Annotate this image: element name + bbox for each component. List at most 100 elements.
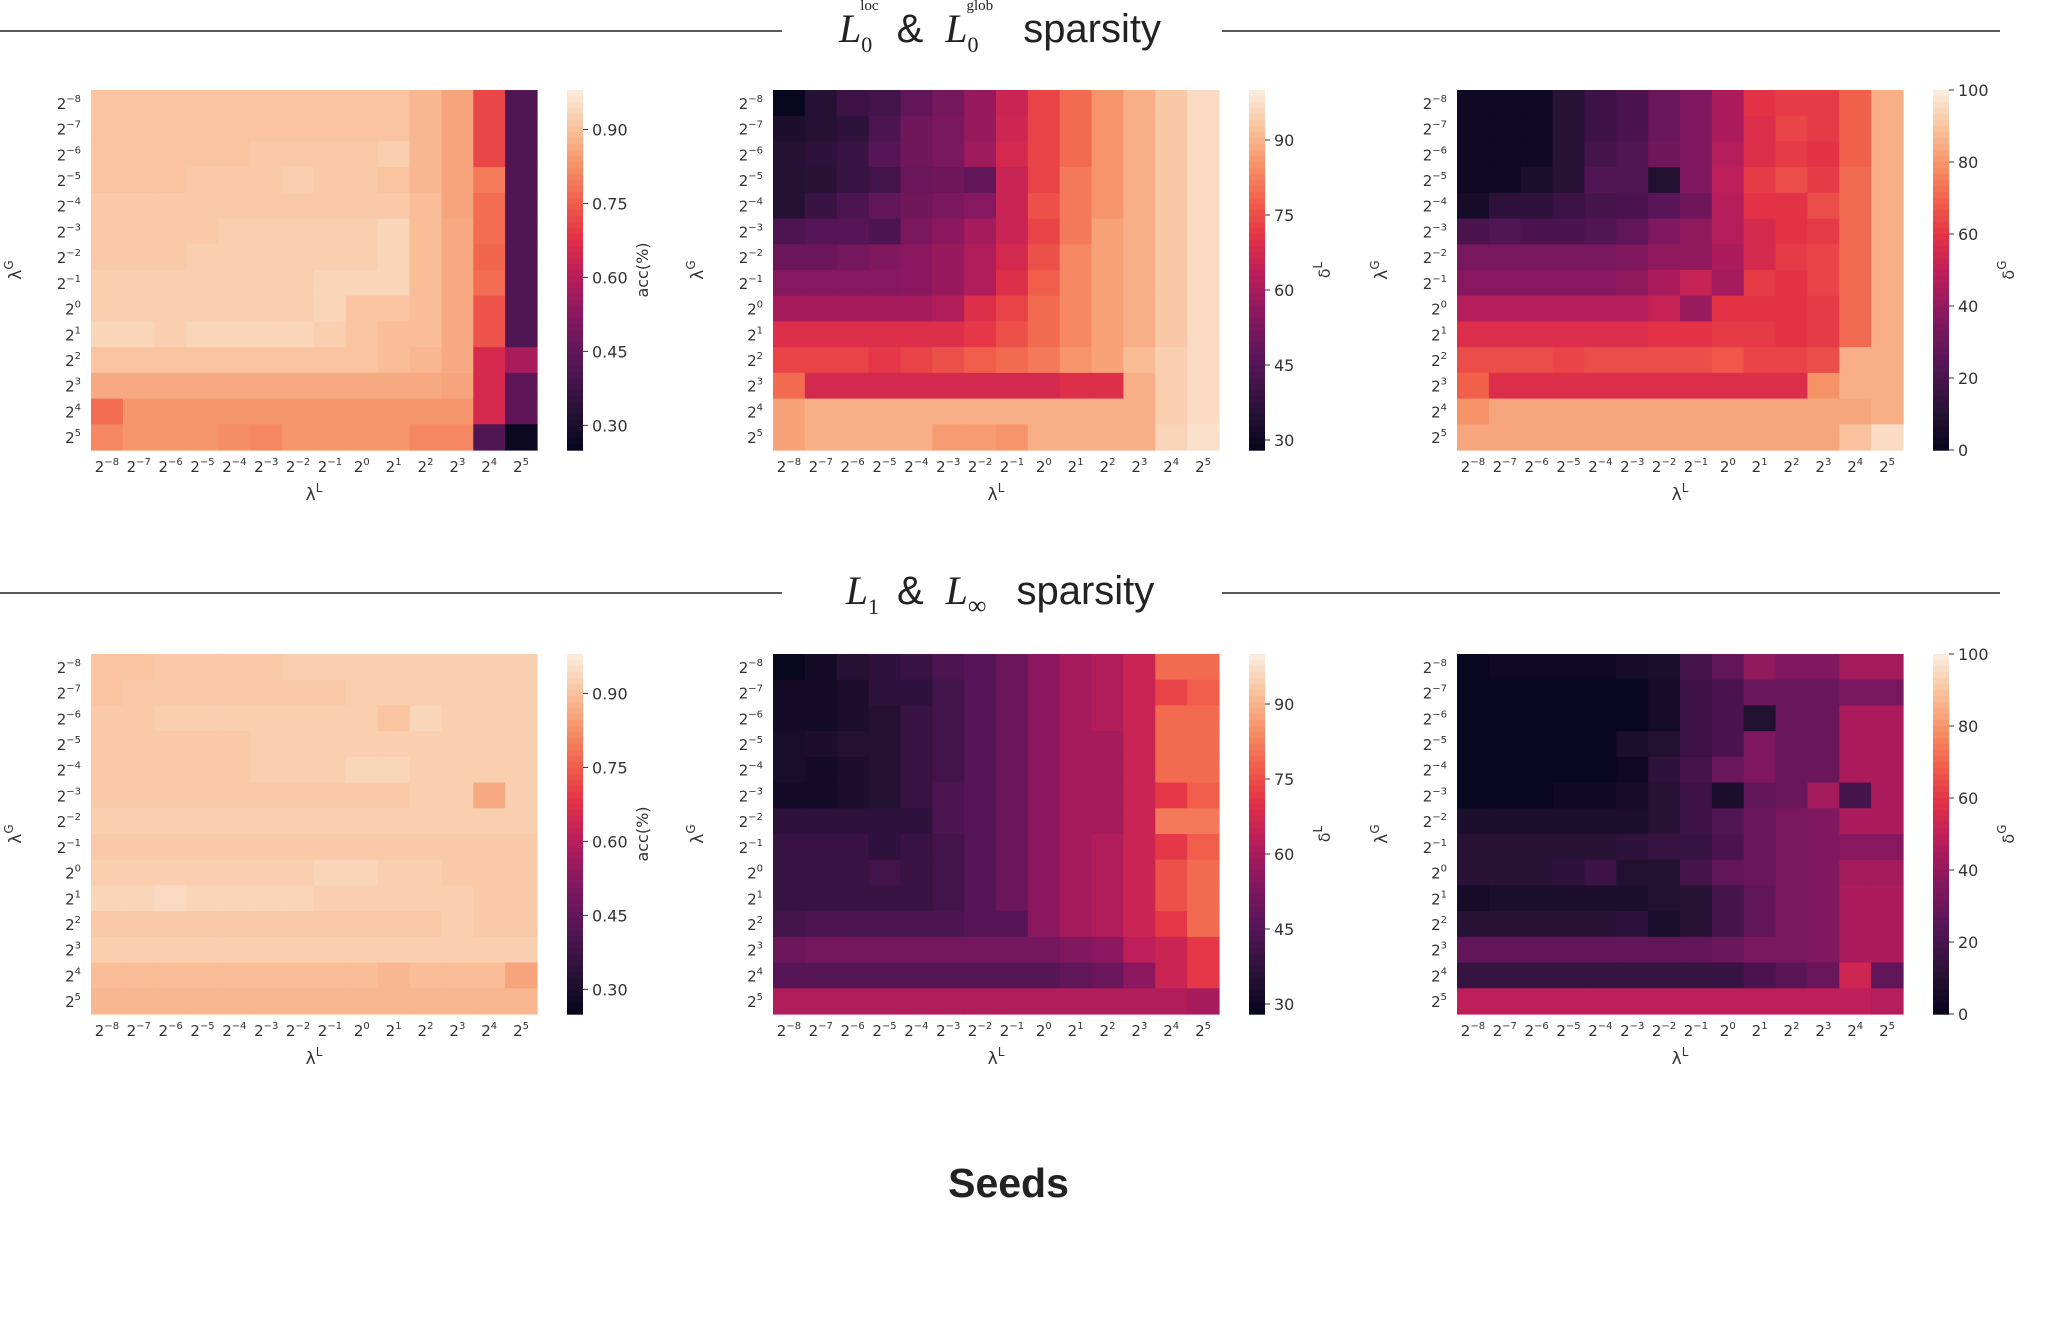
heatmap-cell xyxy=(1584,218,1617,245)
colorbar-tick-label: 0 xyxy=(1958,1005,1968,1024)
heatmap-cell xyxy=(1711,115,1745,143)
colorbar-segment xyxy=(1249,414,1265,421)
heatmap-cell xyxy=(1680,988,1713,1015)
heatmap-cell xyxy=(250,270,283,297)
heatmap-panel-global: 2−8 2−7 2−6 2−5 2−4 2−3 2−2 2−1 20 21 22 23 24 252−82… xyxy=(1368,645,2018,1069)
heatmap-cell xyxy=(1616,218,1649,245)
heatmap-cell xyxy=(218,115,251,143)
heatmap-cell xyxy=(1059,808,1093,835)
heatmap-cell xyxy=(345,115,379,143)
heatmap-cell xyxy=(1680,936,1713,964)
heatmap-cell xyxy=(154,808,188,835)
x-tick-label: 21 xyxy=(386,457,402,476)
heatmap-cell xyxy=(409,167,443,194)
heatmap-cell xyxy=(314,834,347,861)
y-tick-label: 2−2 xyxy=(739,812,763,831)
heatmap-cell xyxy=(154,398,188,425)
heatmap-cell xyxy=(154,347,188,374)
heatmap-cell xyxy=(1616,167,1649,194)
heatmap-cell xyxy=(345,192,379,220)
heatmap-cell xyxy=(1155,218,1188,245)
heatmap-cell xyxy=(1680,679,1713,707)
colorbar-segment xyxy=(1249,360,1265,367)
heatmap-cell xyxy=(409,988,443,1015)
heatmap-cell xyxy=(314,756,347,784)
heatmap-cell xyxy=(314,347,347,374)
heatmap-cell xyxy=(1091,834,1125,861)
heatmap-cell xyxy=(505,424,538,451)
colorbar-tick-label: 30 xyxy=(1274,431,1294,450)
heatmap-cell xyxy=(868,424,902,451)
heatmap-cell xyxy=(868,347,902,374)
heatmap-cell xyxy=(1552,654,1586,681)
heatmap-cell xyxy=(91,192,124,220)
heatmap-cell xyxy=(1839,347,1872,374)
heatmap-cell xyxy=(1616,141,1649,168)
heatmap-cell xyxy=(836,911,870,938)
x-tick-label: 22 xyxy=(418,1021,434,1040)
heatmap-cell xyxy=(1187,756,1220,784)
heatmap-cell xyxy=(282,731,315,758)
heatmap-cell xyxy=(1123,244,1156,271)
heatmap-cell xyxy=(900,654,933,681)
colorbar-segment xyxy=(1249,120,1265,127)
heatmap-cell xyxy=(282,295,315,323)
heatmap-cell xyxy=(1775,834,1809,861)
colorbar-segment xyxy=(1933,324,1949,331)
heatmap-cell xyxy=(250,321,283,348)
colorbar-segment xyxy=(1249,156,1265,163)
heatmap-cell xyxy=(473,936,506,964)
heatmap-cell xyxy=(314,731,347,758)
heatmap-cell xyxy=(250,731,283,758)
heatmap-cell xyxy=(91,295,124,323)
colorbar-segment xyxy=(1933,372,1949,379)
heatmap-cell xyxy=(473,244,506,271)
y-axis-label: λG xyxy=(1368,824,1392,843)
y-tick-label: 2−3 xyxy=(739,786,763,805)
heatmap-cell xyxy=(1616,654,1649,681)
heatmap-cell xyxy=(836,347,870,374)
x-tick-label: 2−5 xyxy=(872,457,896,476)
heatmap-cell xyxy=(409,756,443,784)
heatmap-cell xyxy=(996,962,1029,989)
heatmap-cell xyxy=(1680,424,1713,451)
y-tick-label: 2−8 xyxy=(1423,94,1447,113)
x-tick-label: 25 xyxy=(1879,457,1895,476)
heatmap-cell xyxy=(1743,834,1777,861)
heatmap-cell xyxy=(409,782,443,809)
heatmap-cell xyxy=(409,115,443,143)
heatmap-cell xyxy=(1520,808,1554,835)
heatmap-cell xyxy=(154,321,188,348)
heatmap-cell xyxy=(250,90,283,117)
heatmap-cell xyxy=(1457,424,1490,451)
heatmap-cell xyxy=(996,834,1029,861)
heatmap-cell xyxy=(900,372,933,400)
heatmap-cell xyxy=(186,679,220,707)
heatmap-cell xyxy=(1552,167,1586,194)
heatmap-cell xyxy=(996,244,1029,271)
y-tick-label: 2−4 xyxy=(57,761,81,780)
heatmap-cell xyxy=(1027,731,1061,758)
y-tick-label: 21 xyxy=(747,889,763,908)
heatmap-cell xyxy=(773,808,806,835)
heatmap-cell xyxy=(804,218,838,245)
heatmap-cell xyxy=(1027,782,1061,809)
colorbar-segment xyxy=(567,126,583,133)
y-tick-label: 21 xyxy=(1431,325,1447,344)
colorbar-segment xyxy=(1249,420,1265,427)
y-tick-label: 2−8 xyxy=(57,94,81,113)
heatmap-cell xyxy=(1059,962,1093,989)
heatmap-cell xyxy=(1680,244,1713,271)
heatmap-cell xyxy=(314,115,347,143)
heatmap-cell xyxy=(1091,192,1125,220)
heatmap-cell xyxy=(773,398,806,425)
y-tick-label: 2−1 xyxy=(1423,838,1447,857)
heatmap-cell xyxy=(1775,911,1809,938)
colorbar-label: δL xyxy=(1311,261,1334,278)
heatmap-cell xyxy=(1520,911,1554,938)
heatmap-cell xyxy=(377,885,411,912)
colorbar-segment xyxy=(1933,348,1949,355)
heatmap-cell xyxy=(1552,885,1586,912)
x-tick-label: 25 xyxy=(513,457,529,476)
colorbar-segment xyxy=(1249,150,1265,157)
